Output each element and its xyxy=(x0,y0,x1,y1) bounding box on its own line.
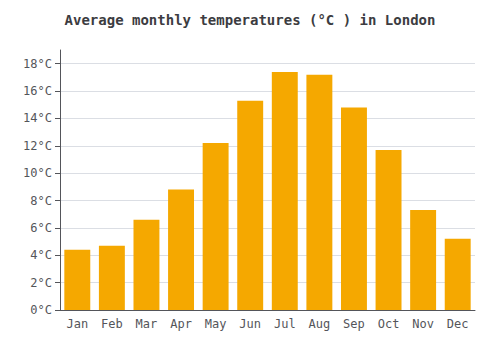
svg-text:16°C: 16°C xyxy=(23,84,52,98)
svg-text:Jan: Jan xyxy=(66,317,88,331)
svg-text:Sep: Sep xyxy=(343,317,365,331)
svg-text:Oct: Oct xyxy=(378,317,400,331)
svg-text:May: May xyxy=(205,317,227,331)
svg-text:Mar: Mar xyxy=(136,317,158,331)
svg-text:Aug: Aug xyxy=(309,317,331,331)
svg-text:14°C: 14°C xyxy=(23,111,52,125)
svg-text:Dec: Dec xyxy=(447,317,469,331)
svg-text:Apr: Apr xyxy=(170,317,192,331)
svg-text:2°C: 2°C xyxy=(30,276,52,290)
svg-text:18°C: 18°C xyxy=(23,57,52,71)
svg-text:Feb: Feb xyxy=(101,317,123,331)
svg-text:6°C: 6°C xyxy=(30,221,52,235)
svg-text:10°C: 10°C xyxy=(23,166,52,180)
svg-text:Nov: Nov xyxy=(412,317,434,331)
svg-text:Jul: Jul xyxy=(274,317,296,331)
svg-text:0°C: 0°C xyxy=(30,303,52,317)
svg-text:12°C: 12°C xyxy=(23,139,52,153)
svg-text:8°C: 8°C xyxy=(30,194,52,208)
svg-text:Average monthly temperatures (: Average monthly temperatures (°C ) in Lo… xyxy=(65,12,436,28)
svg-text:4°C: 4°C xyxy=(30,248,52,262)
svg-text:Jun: Jun xyxy=(239,317,261,331)
